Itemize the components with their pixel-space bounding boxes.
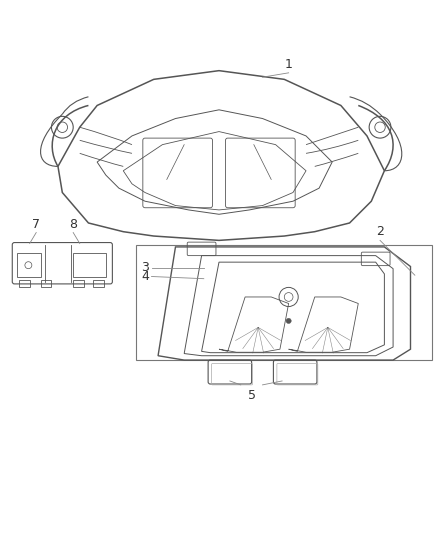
Bar: [73, 254, 106, 277]
Circle shape: [286, 318, 291, 324]
Text: 3: 3: [141, 261, 149, 274]
Text: 4: 4: [141, 270, 149, 283]
Bar: [73, 280, 84, 287]
Text: 8: 8: [69, 218, 77, 231]
Text: 2: 2: [376, 225, 384, 238]
Text: 5: 5: [247, 389, 256, 402]
Bar: [93, 280, 104, 287]
Bar: [136, 245, 432, 360]
Text: 1: 1: [285, 58, 293, 71]
Bar: [19, 280, 30, 287]
Text: 7: 7: [32, 218, 40, 231]
Bar: [41, 280, 51, 287]
Bar: [17, 254, 41, 277]
